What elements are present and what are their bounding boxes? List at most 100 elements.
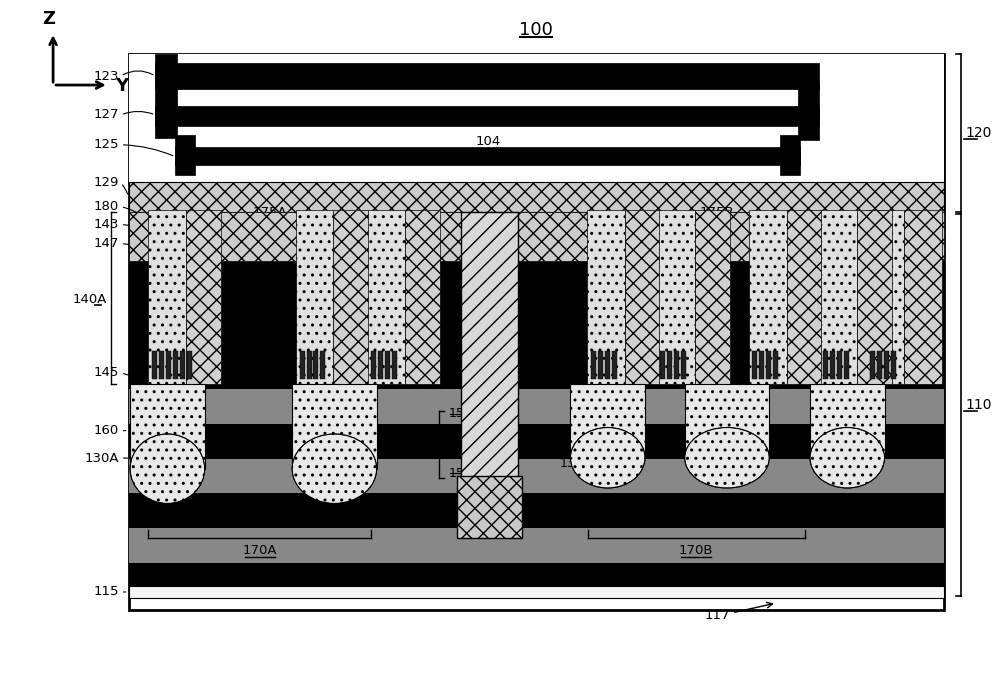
Text: 115: 115 — [93, 585, 119, 598]
Bar — [307, 351, 312, 379]
Bar — [685, 384, 769, 458]
Bar — [155, 113, 177, 138]
Bar — [129, 424, 944, 458]
Bar — [877, 351, 882, 379]
Bar — [837, 351, 842, 379]
Bar — [667, 351, 672, 379]
Bar — [798, 115, 819, 140]
Bar — [749, 210, 787, 384]
Bar — [152, 351, 157, 379]
Bar — [844, 351, 849, 379]
Bar — [186, 210, 221, 384]
Text: 180: 180 — [93, 200, 119, 213]
Bar — [660, 351, 665, 379]
Text: Y: Y — [115, 77, 128, 95]
Bar — [392, 351, 397, 379]
Bar — [129, 563, 944, 598]
Bar — [333, 210, 368, 384]
Bar — [129, 212, 944, 598]
Bar — [296, 210, 333, 384]
Bar — [759, 351, 764, 379]
Bar — [766, 351, 771, 379]
Text: 175B: 175B — [700, 206, 734, 219]
Bar — [591, 351, 596, 379]
Text: 155: 155 — [449, 467, 473, 480]
Bar — [857, 210, 892, 384]
Bar — [752, 351, 757, 379]
Bar — [313, 351, 318, 379]
Ellipse shape — [685, 428, 769, 488]
Bar — [155, 63, 819, 89]
Bar — [173, 351, 178, 379]
Bar — [891, 351, 896, 379]
Bar — [625, 210, 659, 384]
Text: 125: 125 — [93, 139, 119, 151]
Bar — [187, 351, 192, 379]
Bar — [798, 82, 819, 117]
Text: 160: 160 — [406, 275, 431, 288]
Bar — [367, 210, 405, 384]
Bar — [570, 384, 645, 458]
Bar — [605, 351, 610, 379]
Bar — [695, 210, 730, 384]
Text: 175A: 175A — [252, 206, 287, 219]
Bar — [904, 210, 942, 384]
Text: 160: 160 — [93, 424, 119, 437]
Text: 130A: 130A — [152, 497, 185, 510]
Bar — [155, 106, 819, 126]
Bar — [823, 351, 828, 379]
Ellipse shape — [570, 428, 645, 488]
Text: Z: Z — [43, 10, 56, 29]
Bar — [884, 351, 889, 379]
Bar — [129, 586, 944, 598]
Bar — [129, 389, 944, 424]
Text: 127: 127 — [93, 109, 119, 122]
Text: 145: 145 — [93, 367, 119, 380]
Bar — [129, 528, 944, 563]
Bar — [780, 135, 800, 175]
Bar — [129, 54, 944, 212]
Bar — [292, 384, 377, 469]
Text: 140D: 140D — [713, 275, 748, 288]
Text: 117: 117 — [704, 609, 730, 623]
Bar — [385, 351, 390, 379]
Bar — [598, 351, 603, 379]
Bar — [405, 210, 440, 384]
Bar — [155, 54, 177, 117]
Bar — [129, 379, 944, 389]
Text: 123: 123 — [93, 69, 119, 83]
Text: 130B: 130B — [295, 474, 327, 487]
Bar — [300, 351, 305, 379]
Text: 120: 120 — [966, 126, 992, 140]
Bar — [457, 477, 522, 538]
Bar — [129, 212, 944, 384]
Bar — [130, 384, 205, 469]
Bar — [180, 351, 185, 379]
Text: 140A: 140A — [72, 293, 107, 306]
Bar — [819, 210, 857, 384]
Text: 150: 150 — [409, 438, 435, 451]
Bar — [129, 494, 944, 528]
Text: 130A: 130A — [84, 452, 119, 465]
Bar — [461, 212, 518, 479]
Bar — [657, 210, 695, 384]
Bar — [378, 351, 383, 379]
Text: 104: 104 — [476, 135, 501, 148]
Text: 130D: 130D — [692, 457, 726, 470]
Bar — [159, 351, 164, 379]
Bar — [870, 351, 875, 379]
Bar — [129, 212, 944, 261]
Bar — [587, 210, 625, 384]
Text: 110: 110 — [966, 398, 992, 411]
Bar — [129, 182, 944, 212]
Bar — [674, 351, 679, 379]
Bar — [787, 210, 821, 384]
Text: 140B: 140B — [295, 275, 329, 288]
Bar — [371, 351, 376, 379]
Text: 130C: 130C — [560, 457, 593, 470]
Text: 147: 147 — [93, 237, 119, 250]
Text: 129: 129 — [93, 176, 119, 189]
Bar — [175, 135, 195, 175]
Bar — [166, 351, 171, 379]
Text: 100: 100 — [519, 21, 553, 39]
